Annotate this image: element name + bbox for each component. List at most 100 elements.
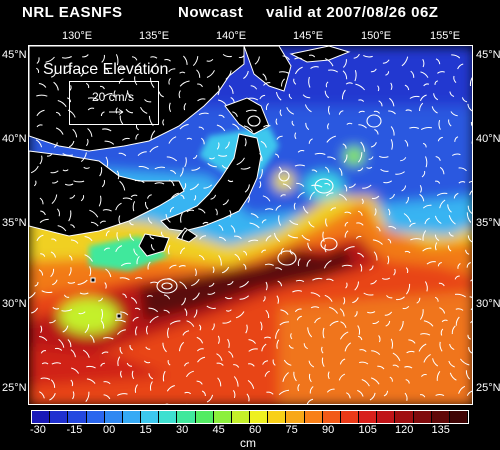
current-vector <box>373 251 378 261</box>
current-vector <box>68 140 75 148</box>
current-vector <box>363 292 374 296</box>
current-vector <box>406 350 415 354</box>
current-vector <box>186 209 195 213</box>
current-vector <box>118 78 124 84</box>
current-vector <box>404 392 408 401</box>
current-vector <box>451 153 461 156</box>
current-vector <box>61 56 72 59</box>
current-vector <box>419 394 426 398</box>
current-vector <box>435 58 441 65</box>
current-vector <box>30 165 39 174</box>
current-vector <box>450 111 458 117</box>
colorbar-cell <box>231 411 251 423</box>
current-vector <box>260 321 263 331</box>
current-vector <box>232 390 236 399</box>
current-vector <box>150 130 156 141</box>
current-vector <box>186 320 195 327</box>
current-vector <box>170 170 177 175</box>
current-vector <box>466 212 472 223</box>
current-vector <box>352 297 359 304</box>
current-vector <box>467 103 472 112</box>
current-vector <box>168 68 176 73</box>
current-vector <box>222 53 232 58</box>
current-vector <box>50 72 56 78</box>
current-vector <box>134 307 141 311</box>
current-vector <box>454 275 460 280</box>
current-vector <box>376 226 381 232</box>
current-vector <box>419 94 427 101</box>
current-vector <box>198 324 202 331</box>
current-vector <box>354 311 358 318</box>
current-vector <box>70 349 76 358</box>
current-vector <box>228 85 234 94</box>
field-label: Surface Elevation <box>43 61 169 78</box>
current-vector <box>130 297 138 304</box>
colorbar-label: 00 <box>103 424 116 436</box>
current-vector <box>98 297 103 302</box>
current-vector <box>329 320 339 327</box>
current-vector <box>275 267 283 271</box>
current-vector <box>259 169 263 180</box>
current-vector <box>179 281 188 290</box>
current-vector <box>248 348 258 352</box>
lon-label-135: 135°E <box>139 30 170 42</box>
current-vector <box>420 127 432 131</box>
current-vector <box>245 324 248 334</box>
current-vector <box>358 152 363 163</box>
current-vector <box>192 292 200 301</box>
current-vector <box>201 390 206 397</box>
colorbar-cell <box>195 411 214 423</box>
current-vector <box>395 171 405 175</box>
colorbar-label: 120 <box>395 424 414 436</box>
current-vector <box>104 282 107 289</box>
current-vector <box>295 279 305 283</box>
colorbar-label: 135 <box>431 424 450 436</box>
current-vector <box>89 334 95 343</box>
current-vector <box>134 62 141 71</box>
current-vector <box>264 208 274 211</box>
current-vector <box>140 106 148 114</box>
current-vector <box>280 309 289 315</box>
current-vector <box>338 110 344 115</box>
current-vector <box>448 215 456 225</box>
current-vector <box>49 319 56 324</box>
current-vector <box>282 55 290 61</box>
current-vector <box>183 102 187 111</box>
current-vector <box>36 109 45 116</box>
current-vector <box>120 370 123 378</box>
current-vector <box>133 248 138 256</box>
current-vector <box>455 316 460 326</box>
current-vector <box>305 122 310 131</box>
current-vector <box>68 210 72 222</box>
current-vector <box>168 77 171 85</box>
current-vector <box>344 211 352 215</box>
current-vector <box>310 66 319 69</box>
current-vector <box>409 95 420 99</box>
current-vector <box>129 344 134 351</box>
current-vector <box>470 121 472 127</box>
current-vector <box>45 56 55 63</box>
current-vector <box>405 379 410 384</box>
current-vector <box>296 315 302 321</box>
current-vector <box>36 234 44 242</box>
current-vector <box>131 370 135 380</box>
current-vector <box>344 184 348 192</box>
current-vector <box>434 296 439 302</box>
current-vector <box>390 82 393 91</box>
current-vector <box>70 239 79 244</box>
colorbar-label: -15 <box>66 424 83 436</box>
current-vector <box>51 180 59 184</box>
current-vector <box>83 166 90 169</box>
current-vector <box>399 320 404 332</box>
current-vector <box>368 156 374 160</box>
current-vector <box>38 269 44 276</box>
current-vector <box>216 362 224 366</box>
current-vector <box>238 55 245 59</box>
current-vector <box>150 56 158 59</box>
current-vector <box>116 232 120 241</box>
current-vector <box>424 281 428 292</box>
current-vector <box>279 321 290 326</box>
current-vector <box>366 166 373 169</box>
lon-label-130: 130°E <box>62 30 93 42</box>
current-vector <box>166 278 174 282</box>
